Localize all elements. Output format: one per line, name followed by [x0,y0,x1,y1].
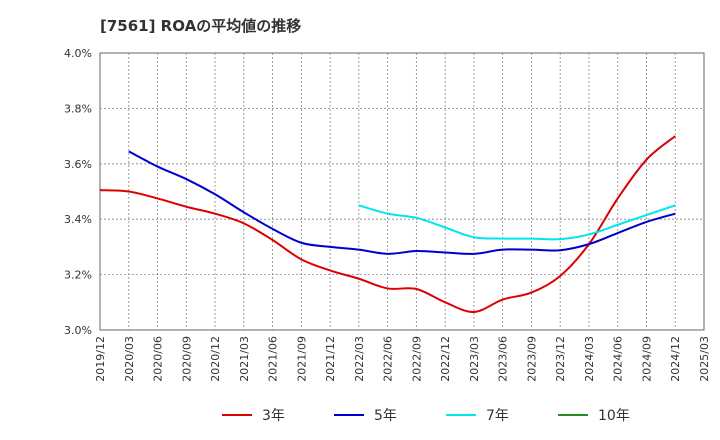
x-tick-label: 2020/09 [180,336,193,382]
x-tick-label: 2025/03 [698,336,711,382]
x-tick-label: 2024/03 [583,336,596,382]
legend-label: 3年 [262,408,285,424]
x-tick-label: 2023/09 [525,336,538,382]
x-tick-label: 2020/03 [123,336,136,382]
x-axis-tick-labels: 2019/12 2020/03 2020/06 2020/09 2020/12 2021/… [94,336,711,382]
legend-label: 10年 [598,408,630,424]
x-tick-label: 2020/12 [209,336,222,382]
y-tick-label: 4.0% [64,47,92,60]
plot-area [99,52,705,331]
y-tick-label: 3.2% [64,269,92,282]
x-tick-label: 2022/09 [410,336,423,382]
x-tick-label: 2024/09 [640,336,653,382]
x-tick-label: 2024/12 [669,336,682,382]
x-tick-label: 2024/06 [612,336,625,382]
legend-label: 5年 [374,408,397,424]
y-tick-label: 3.0% [64,324,92,337]
legend-label: 7年 [486,408,509,424]
x-tick-label: 2020/06 [152,336,165,382]
x-tick-label: 2022/12 [439,336,452,382]
chart-title: [7561] ROAの平均値の推移 [100,17,301,35]
x-tick-label: 2023/03 [468,336,481,382]
horizontal-gridlines [100,108,704,276]
series-line-2 [128,150,676,255]
x-tick-label: 2022/03 [353,336,366,382]
x-tick-label: 2021/12 [324,336,337,382]
x-tick-label: 2023/06 [497,336,510,382]
x-tick-label: 2021/03 [238,336,251,382]
y-tick-label: 3.6% [64,158,92,171]
x-tick-label: 2023/12 [554,336,567,382]
x-tick-label: 2021/06 [267,336,280,382]
x-tick-label: 2021/09 [295,336,308,382]
y-tick-label: 3.4% [64,213,92,226]
series-line-3 [358,204,676,241]
series-lines [99,135,676,314]
y-tick-label: 3.8% [64,102,92,115]
x-tick-label: 2019/12 [94,336,107,382]
series-line-1 [99,135,676,314]
x-tick-label: 2022/06 [382,336,395,382]
legend: 3年 5年 7年 10年 [222,408,630,424]
y-axis-tick-labels: 3.0% 3.2% 3.4% 3.6% 3.8% 4.0% [64,47,92,337]
